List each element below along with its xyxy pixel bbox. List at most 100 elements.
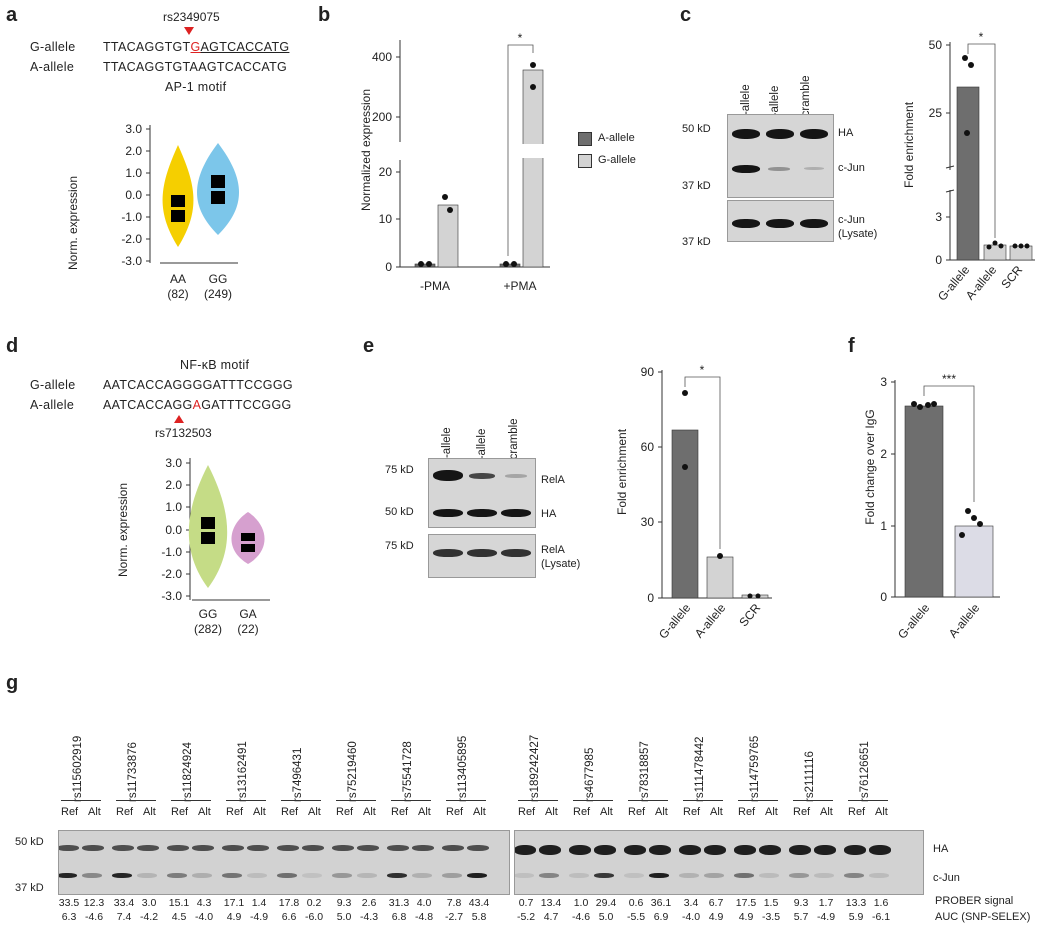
bar-f-ylabel: Fold change over IgG	[863, 409, 877, 524]
panel-a-label: a	[6, 4, 18, 26]
bar-c-ylabel: Fold enrichment	[902, 101, 916, 188]
ref-label-g: Ref	[226, 806, 244, 818]
auc-value-g: -6.1	[871, 911, 891, 923]
bar-e-xtick-1: A-allele	[692, 601, 729, 641]
violin-d-ytick-4: -1.0	[161, 545, 182, 559]
auc-value-g: 5.9	[848, 911, 864, 923]
bar-e-ytick-60: 60	[641, 440, 655, 454]
svg-text:3.0: 3.0	[125, 122, 142, 136]
bar-b-ytick-10: 10	[379, 212, 393, 226]
panel-b-label: b	[318, 4, 331, 26]
band-g-ha	[594, 845, 616, 855]
snp-bracket-g	[848, 800, 888, 801]
blot-e-top	[428, 458, 536, 528]
auc-value-g: 6.6	[281, 911, 297, 923]
band-g-ha	[167, 845, 189, 851]
snp-arrow-a-icon	[184, 27, 194, 35]
violin-gg-q1	[211, 175, 225, 188]
a-allele-seq-a: TTACAGGTGTAAGTCACCATG	[103, 60, 288, 74]
prober-value-g: 1.4	[251, 897, 267, 909]
auc-value-g: -4.8	[414, 911, 434, 923]
band-g-cjun	[569, 873, 589, 878]
alt-label-g: Alt	[655, 806, 668, 818]
violin-aa-q1	[171, 195, 185, 207]
band-g-ha	[277, 845, 299, 851]
auc-value-g: 4.7	[543, 911, 559, 923]
ref-label-g: Ref	[628, 806, 646, 818]
violin-d-n1: (22)	[237, 622, 258, 636]
prober-value-g: 17.1	[223, 897, 245, 909]
band-g-cjun	[192, 873, 212, 878]
violin-a-x1: GG	[209, 272, 228, 286]
a-allele-label-a: A-allele	[30, 60, 75, 74]
blot-e-band-rela-lys: RelA	[541, 544, 565, 556]
prober-value-g: 12.3	[83, 897, 105, 909]
band-e-rela-g	[433, 470, 463, 481]
bar-f-xtick-0: G-allele	[895, 601, 933, 642]
prober-value-g: 1.5	[763, 897, 779, 909]
band-g-cjun	[679, 873, 699, 878]
blot-g-mw-50: 50 kD	[15, 836, 44, 848]
band-g-cjun	[302, 873, 322, 878]
snp-label-g: rs76126651	[859, 741, 871, 802]
band-e-ha-scr	[501, 509, 531, 517]
snp-label-g: rs111478442	[694, 736, 706, 802]
auc-value-g: -4.9	[816, 911, 836, 923]
band-g-ha	[539, 845, 561, 855]
band-c-lys-a	[766, 219, 794, 228]
band-g-ha	[59, 845, 79, 851]
snp-bracket-g	[391, 800, 431, 801]
prober-value-g: 6.7	[708, 897, 724, 909]
prober-value-g: 0.6	[628, 897, 644, 909]
prober-value-g: 33.4	[113, 897, 135, 909]
bar-e-ylabel: Fold enrichment	[615, 428, 629, 515]
band-g-cjun	[357, 873, 377, 878]
prober-value-g: 1.7	[818, 897, 834, 909]
band-g-ha	[679, 845, 701, 855]
band-g-cjun	[82, 873, 102, 878]
snp-label-g: rs75219460	[347, 741, 359, 802]
band-g-cjun	[277, 873, 297, 878]
band-g-ha	[357, 845, 379, 851]
band-g-cjun	[412, 873, 432, 878]
bar-b-xtick-0: -PMA	[420, 279, 450, 293]
band-g-ha	[649, 845, 671, 855]
prober-value-g: 2.6	[361, 897, 377, 909]
auc-value-g: 6.8	[391, 911, 407, 923]
band-e-rela-a	[469, 473, 495, 479]
blot-c-band-cjun: c-Jun	[838, 162, 865, 174]
snp-bracket-g	[61, 800, 101, 801]
legend-b-label-g: G-allele	[598, 154, 636, 166]
ref-label-g: Ref	[793, 806, 811, 818]
band-g-ha	[412, 845, 434, 851]
bar-e-xtick-0: G-allele	[656, 601, 694, 642]
band-g-cjun	[442, 873, 462, 878]
snp-bracket-g	[226, 800, 266, 801]
bar-b-ylabel: Normalized expression	[359, 89, 373, 211]
band-e-lys-g	[433, 549, 463, 557]
band-e-lys-a	[467, 549, 497, 557]
band-g-ha	[222, 845, 244, 851]
snp-id-d: rs7132503	[155, 426, 212, 440]
bar-f-sig: ***	[942, 372, 956, 386]
band-c-ha-a	[766, 129, 794, 139]
bar-f-xtick-1: A-allele	[946, 601, 983, 641]
bar-c-sig: *	[979, 30, 984, 44]
auc-value-g: -2.7	[444, 911, 464, 923]
auc-value-g: -5.2	[516, 911, 536, 923]
blot-e-mw-75a: 75 kD	[385, 464, 414, 476]
violin-d-ga-q3	[241, 544, 255, 552]
auc-value-g: 5.0	[336, 911, 352, 923]
auc-value-g: -4.6	[571, 911, 591, 923]
violin-gg	[197, 143, 239, 235]
ref-label-g: Ref	[116, 806, 134, 818]
snp-bracket-g	[518, 800, 558, 801]
band-g-cjun	[759, 873, 779, 878]
band-c-jun-a	[768, 167, 790, 171]
violin-d-gg-q1	[201, 517, 215, 529]
band-g-cjun	[137, 873, 157, 878]
band-g-cjun	[167, 873, 187, 878]
panel-d-label: d	[6, 335, 19, 357]
band-g-ha	[247, 845, 269, 851]
band-g-cjun	[704, 873, 724, 878]
